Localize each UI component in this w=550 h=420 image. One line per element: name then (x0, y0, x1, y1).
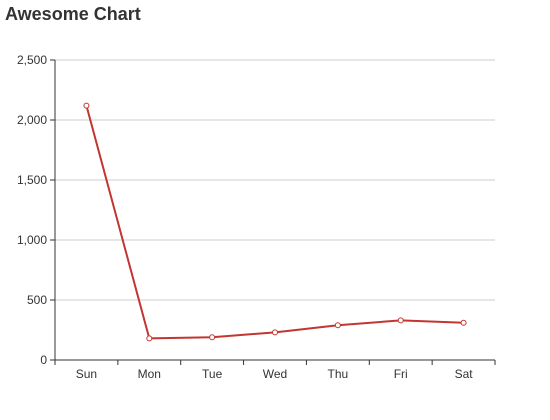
x-tick-label: Mon (138, 367, 161, 381)
x-tick-label: Fri (394, 367, 408, 381)
y-tick-label: 1,000 (17, 233, 47, 247)
y-tick-label: 2,500 (17, 53, 47, 67)
data-point[interactable] (209, 334, 216, 341)
data-point[interactable] (397, 317, 404, 324)
y-tick-label: 2,000 (17, 113, 47, 127)
data-point[interactable] (146, 335, 153, 342)
data-point[interactable] (334, 322, 341, 329)
data-point[interactable] (272, 329, 278, 336)
y-tick-label: 1,500 (17, 173, 47, 187)
data-point[interactable] (83, 102, 90, 109)
series-layer (83, 102, 467, 342)
y-tick-label: 500 (27, 293, 47, 307)
chart-title: Awesome Chart (5, 4, 141, 24)
x-tick-label: Wed (263, 367, 287, 381)
x-tick-label: Tue (202, 367, 223, 381)
y-tick-label: 0 (40, 353, 47, 367)
tick-labels: 0 500 1,000 1,500 2,000 2,500 Sun Mon Tue Wed Thu F… (17, 53, 473, 381)
x-tick-label: Sun (76, 367, 97, 381)
series-line (85, 105, 464, 340)
grid-lines (55, 59, 495, 301)
x-tick-label: Sat (455, 367, 474, 381)
axes (50, 59, 496, 365)
x-tick-label: Thu (328, 367, 349, 381)
data-point[interactable] (460, 319, 467, 326)
